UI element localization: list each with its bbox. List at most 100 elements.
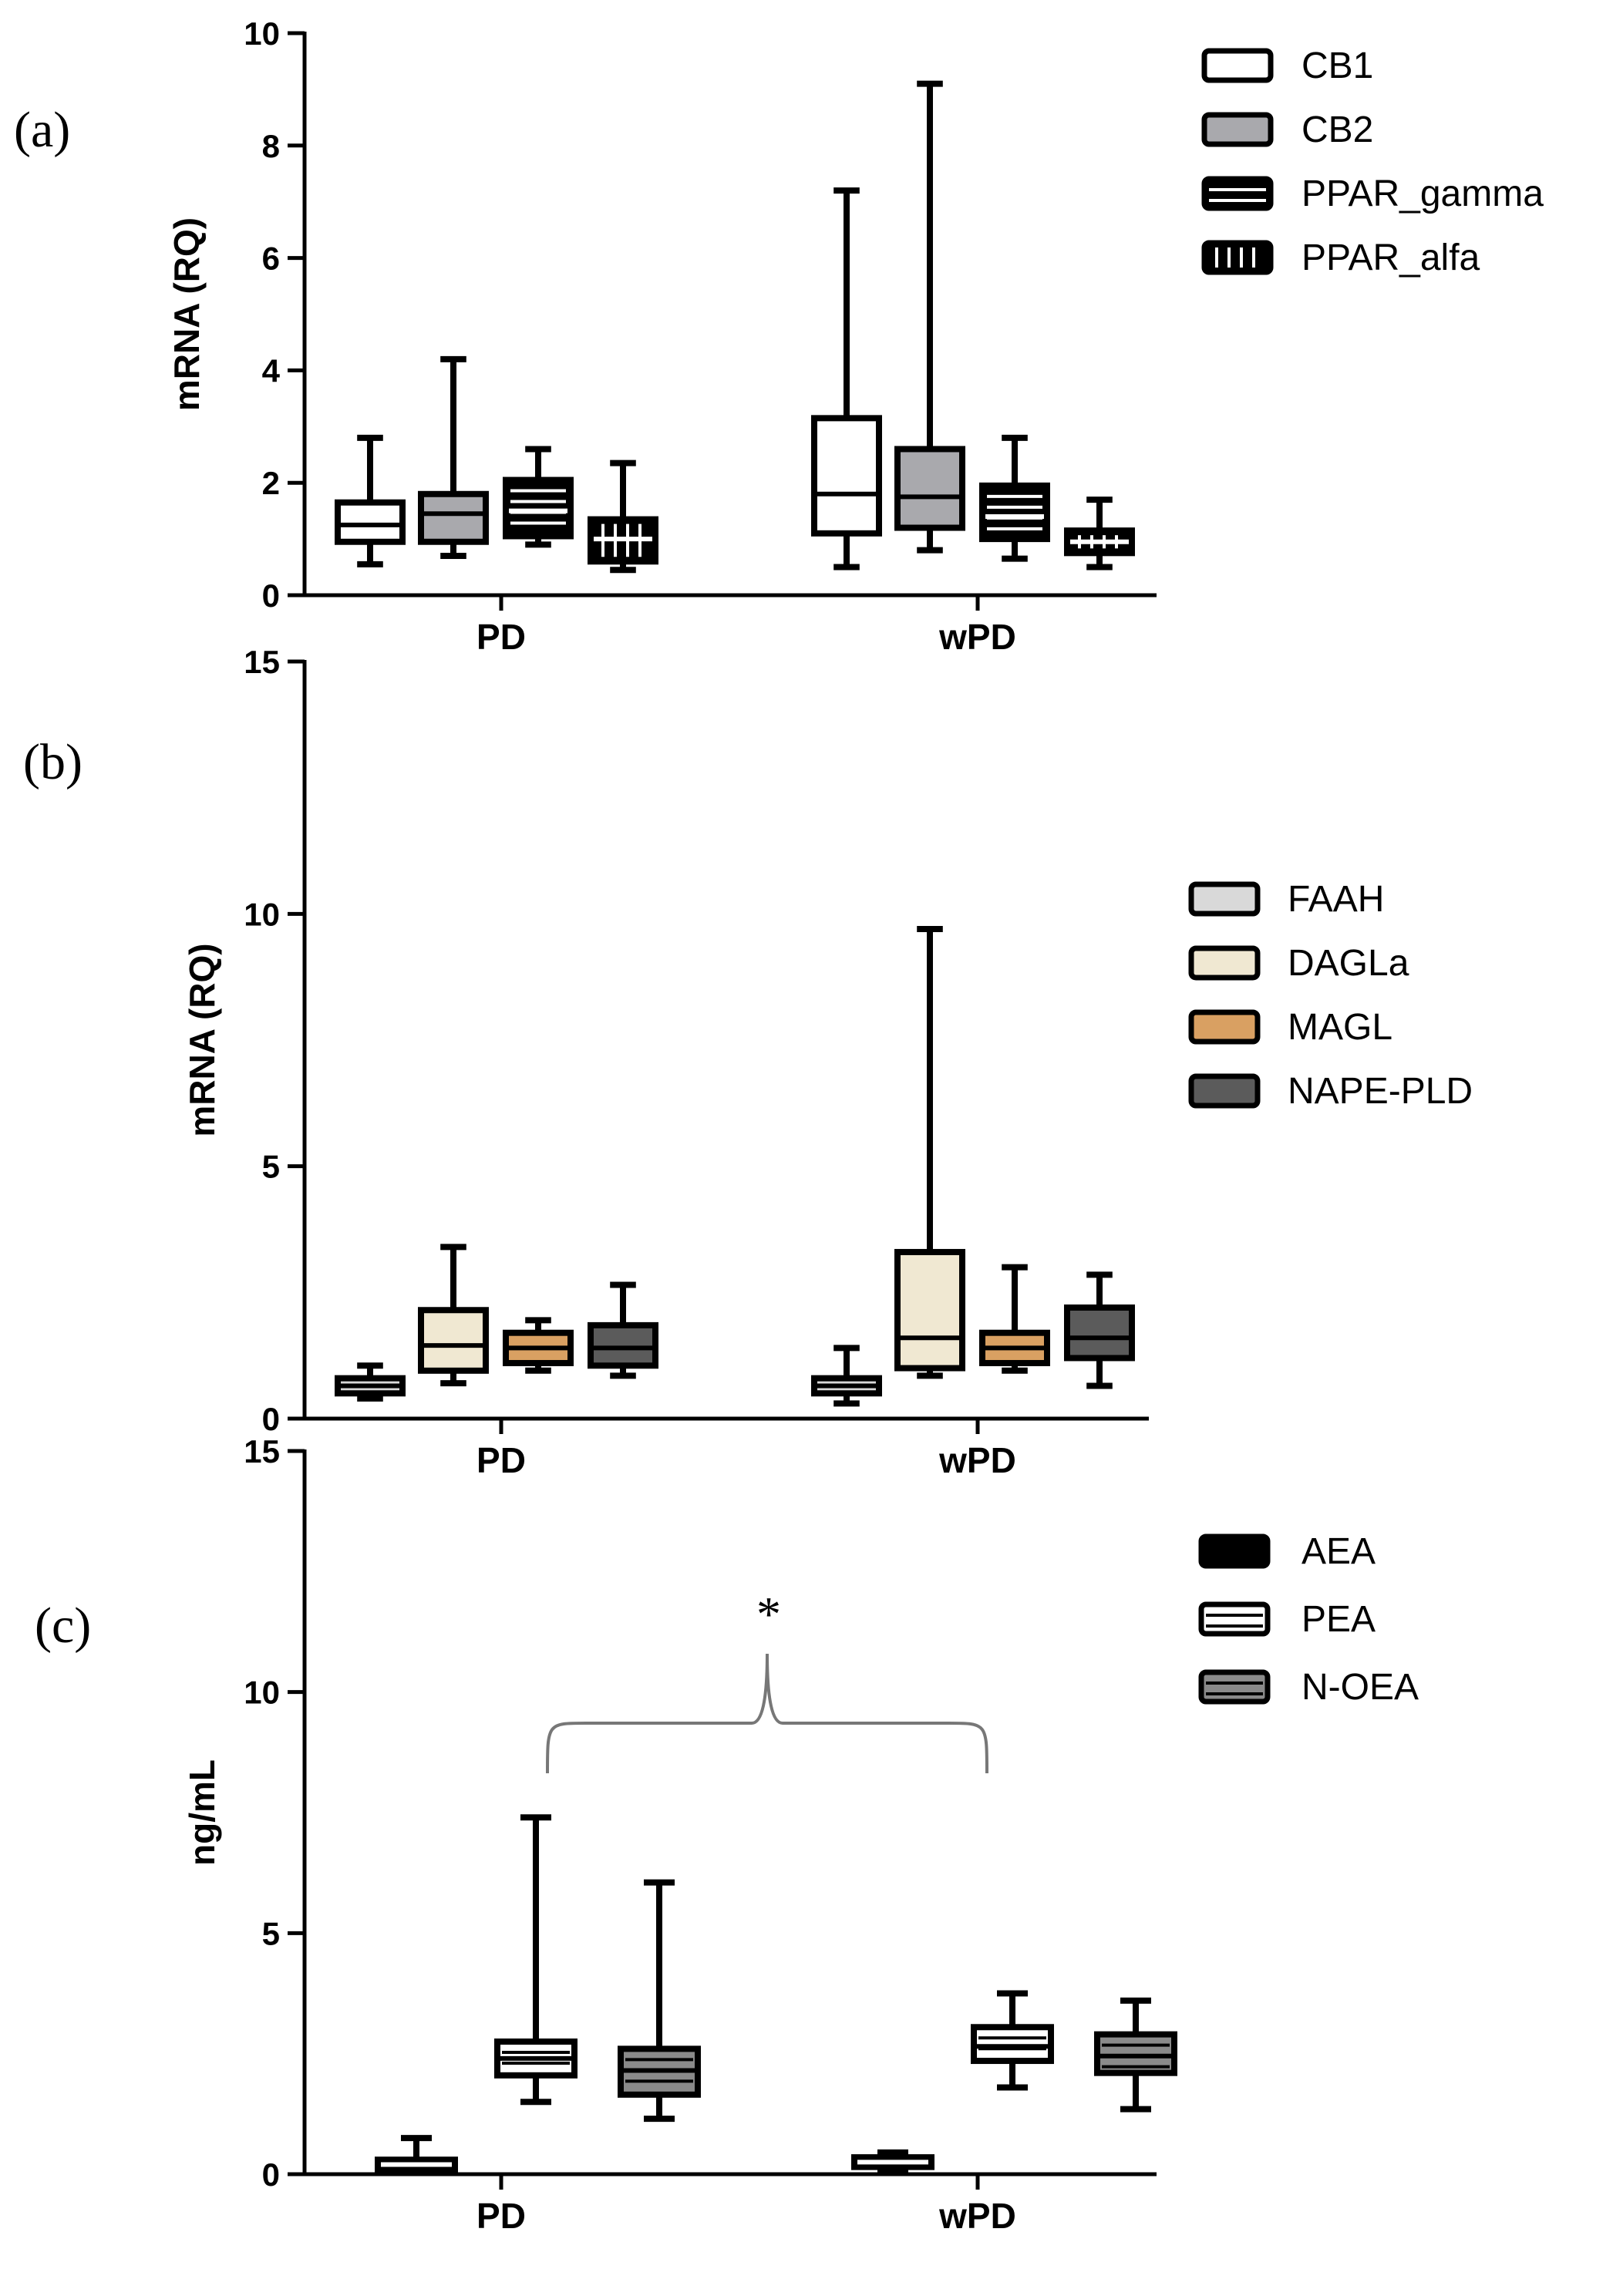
y-tick-label: 15 [244,1433,280,1470]
legend-item-nape-pld: NAPE-PLD [1188,1071,1473,1112]
legend-swatch [1201,240,1274,275]
legend-label: FAAH [1288,879,1384,920]
legend-label: N-OEA [1302,1667,1419,1708]
chart-panel-2: (b) 0 5 10 15 mRNA (RQ) PD wPD FAAH DAGLa MAGL NAPE… [23,644,1473,1480]
box-n-oea-wpd [1094,1997,1177,2113]
significance-bracket [546,1653,988,1774]
box-rect [503,476,574,540]
x-tick-label: PD [476,2196,526,2236]
box-aea-wpd [851,2149,934,2173]
y-tick-label: 10 [244,896,280,932]
box-cb1-pd [335,434,406,567]
legend-swatch [1201,112,1274,147]
box-dagla-wpd [894,925,965,1379]
legend-swatch [1201,48,1274,83]
box-rect [335,499,406,545]
box-nape-pld-wpd [1064,1271,1135,1389]
box-cb2-wpd [894,80,965,554]
box-rect [588,1321,658,1369]
box-pea-wpd [971,1990,1054,2091]
y-tick-label: 5 [262,1915,280,1951]
panel-label: (a) [14,102,70,158]
box-ppar_gamma-pd [503,446,574,548]
x-tick-label: wPD [938,1440,1016,1480]
box-faah-pd [335,1362,406,1402]
legend-swatch [1198,1533,1271,1569]
panel-label: (b) [23,734,83,790]
y-tick-label: 10 [244,1675,280,1711]
box-pea-pd [494,1814,578,2106]
box-cb1-wpd [811,187,882,571]
y-tick-label: 6 [262,241,280,277]
legend-swatch [1201,176,1274,211]
legend-item-pea: PEA [1198,1599,1376,1640]
legend-item-ppar_gamma: PPAR_gamma [1201,173,1544,214]
legend-item-faah: FAAH [1188,879,1384,920]
legend: CB1 CB2 PPAR_gamma PPAR_alfa [1201,45,1544,278]
y-tick-label: 0 [262,577,280,614]
box-dagla-pd [418,1244,489,1387]
y-tick-label: 0 [262,2156,280,2193]
box-rect [894,1248,965,1372]
y-axis-label: mRNA (RQ) [182,943,222,1136]
legend-swatch [1188,945,1261,981]
panel-label: (c) [35,1597,91,1654]
y-tick-label: 0 [262,1401,280,1437]
legend-label: PPAR_gamma [1302,173,1544,214]
x-tick-label: PD [476,617,526,657]
legend-item-cb1: CB1 [1201,45,1373,86]
chart-panel-3: (c) 0 5 10 15 ng/mL PD wPD AEA PEA N-OEA * [35,1433,1419,2236]
legend-label: DAGLa [1288,943,1409,984]
significance-marker: * [756,1587,781,1641]
box-magl-pd [503,1317,574,1374]
y-tick-label: 10 [244,15,280,52]
legend-label: PEA [1302,1599,1376,1640]
box-ppar_alfa-pd [588,460,658,574]
box-cb2-pd [418,355,489,559]
y-tick-label: 2 [262,465,280,501]
y-tick-label: 8 [262,128,280,164]
legend-label: CB1 [1302,45,1373,86]
x-tick-label: PD [476,1440,526,1480]
legend-swatch [1188,1009,1261,1045]
legend-item-cb2: CB2 [1201,109,1373,150]
y-axis-label: mRNA (RQ) [167,217,207,411]
chart-panel-1: (a) 0 2 4 6 8 10 mRNA (RQ) PD wPD CB1 CB2 PPAR_gamma… [14,15,1544,657]
box-n-oea-pd [618,1879,701,2123]
legend-item-magl: MAGL [1188,1007,1392,1048]
legend-item-aea: AEA [1198,1531,1376,1572]
box-rect [811,415,882,537]
legend-swatch [1188,1073,1261,1109]
box-faah-wpd [811,1345,882,1407]
x-tick-label: wPD [938,617,1016,657]
box-nape-pld-pd [588,1281,658,1379]
legend: AEA PEA N-OEA [1198,1531,1419,1708]
y-axis-label: ng/mL [182,1759,222,1866]
y-tick-label: 5 [262,1149,280,1185]
box-magl-wpd [979,1264,1050,1374]
legend-item-ppar_alfa: PPAR_alfa [1201,237,1480,278]
legend: FAAH DAGLa MAGL NAPE-PLD [1188,879,1473,1112]
box-rect [894,446,965,531]
box-rect [971,2024,1054,2065]
y-tick-label: 15 [244,644,280,680]
legend-label: AEA [1302,1531,1376,1572]
box-ppar_alfa-wpd [1064,497,1135,571]
box-rect [418,490,489,545]
legend-label: MAGL [1288,1007,1392,1048]
legend-label: NAPE-PLD [1288,1071,1473,1112]
legend-swatch [1188,881,1261,917]
legend-swatch [1198,1601,1271,1637]
legend-label: CB2 [1302,109,1373,150]
legend-swatch [1198,1669,1271,1705]
y-tick-label: 4 [262,352,281,389]
box-rect [1064,1304,1135,1362]
box-ppar_gamma-wpd [979,434,1050,562]
legend-label: PPAR_alfa [1302,237,1480,278]
box-aea-pd [375,2135,458,2175]
x-tick-label: wPD [938,2196,1016,2236]
box-rect [418,1307,489,1374]
legend-item-n-oea: N-OEA [1198,1667,1419,1708]
box-rect [979,482,1050,543]
